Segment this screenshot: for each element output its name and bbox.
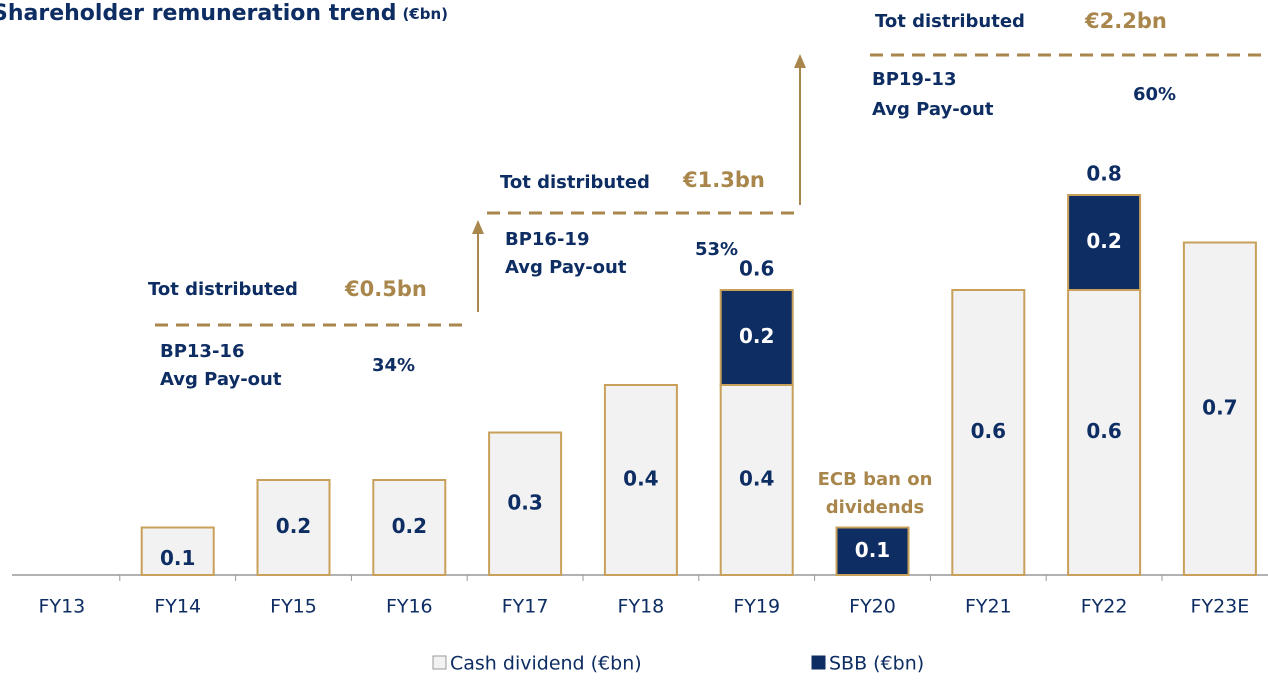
legend-label: Cash dividend (€bn): [450, 653, 642, 675]
bar-segment: [140, 526, 215, 576]
data-label: 0.6: [1086, 419, 1121, 443]
data-label: 0.1: [855, 538, 890, 562]
annotation: Avg Pay-out: [160, 369, 282, 390]
annotation: Tot distributed: [500, 172, 650, 193]
data-label: 0.7: [1202, 395, 1237, 419]
bar-segment: [1182, 241, 1257, 576]
bar-segment: [372, 479, 447, 576]
data-label: 0.4: [739, 467, 774, 491]
arrow-head: [472, 220, 484, 234]
bar-segment: [719, 289, 794, 386]
x-tick-label: FY21: [965, 596, 1012, 618]
data-label: 0.1: [160, 546, 195, 570]
total-label: 0.6: [739, 257, 774, 281]
annotation: Avg Pay-out: [872, 99, 994, 120]
annotation: BP13-16: [160, 341, 244, 362]
x-tick-label: FY23E: [1191, 596, 1250, 618]
annotation: 53%: [695, 239, 738, 260]
annotation: 60%: [1133, 84, 1176, 105]
bar-segment: [256, 479, 331, 576]
bar-segment: [951, 289, 1026, 576]
x-tick-label: FY19: [733, 596, 780, 618]
x-tick-label: FY16: [386, 596, 433, 618]
x-tick-label: FY22: [1081, 596, 1128, 618]
legend-swatch: [811, 655, 826, 670]
data-label: 0.2: [276, 514, 311, 538]
bar-segment: [1067, 289, 1142, 576]
x-tick-label: FY18: [618, 596, 665, 618]
bar-segment: [719, 384, 794, 576]
data-label: 0.2: [1086, 229, 1121, 253]
annotation: 34%: [372, 355, 415, 376]
x-tick-label: FY14: [154, 596, 201, 618]
data-label: 0.2: [739, 324, 774, 348]
data-label: 0.6: [971, 419, 1006, 443]
data-label: 0.3: [507, 490, 542, 514]
bar-segment: [488, 431, 563, 576]
annotation: Tot distributed: [148, 279, 298, 300]
legend-label: SBB (€bn): [829, 653, 924, 675]
x-tick-label: FY20: [849, 596, 896, 618]
annotation: ECB ban on: [818, 469, 933, 490]
annotation: €2.2bn: [1084, 9, 1167, 33]
title-unit: (€bn): [402, 5, 448, 23]
title-main: Shareholder remuneration trend: [0, 1, 396, 26]
annotation: €1.3bn: [682, 168, 765, 192]
x-tick-label: FY15: [270, 596, 317, 618]
bar-segment: [1067, 194, 1142, 291]
annotation: Avg Pay-out: [505, 257, 627, 278]
decorations: [155, 53, 1268, 327]
arrow-head: [794, 54, 806, 68]
bar-segment: [835, 526, 910, 576]
legend-swatch: [432, 655, 447, 670]
annotation: €0.5bn: [344, 277, 427, 301]
x-tick-label: FY13: [39, 596, 86, 618]
x-tick-label: FY17: [502, 596, 549, 618]
annotation: BP16-19: [505, 229, 589, 250]
annotation: Tot distributed: [875, 11, 1025, 32]
annotation: BP19-13: [872, 69, 956, 90]
chart-title: Shareholder remuneration trend (€bn): [0, 1, 448, 26]
bar-segment: [603, 384, 678, 576]
annotation: dividends: [826, 497, 924, 518]
data-label: 0.4: [623, 467, 658, 491]
data-label: 0.2: [392, 514, 427, 538]
total-label: 0.8: [1086, 162, 1121, 186]
